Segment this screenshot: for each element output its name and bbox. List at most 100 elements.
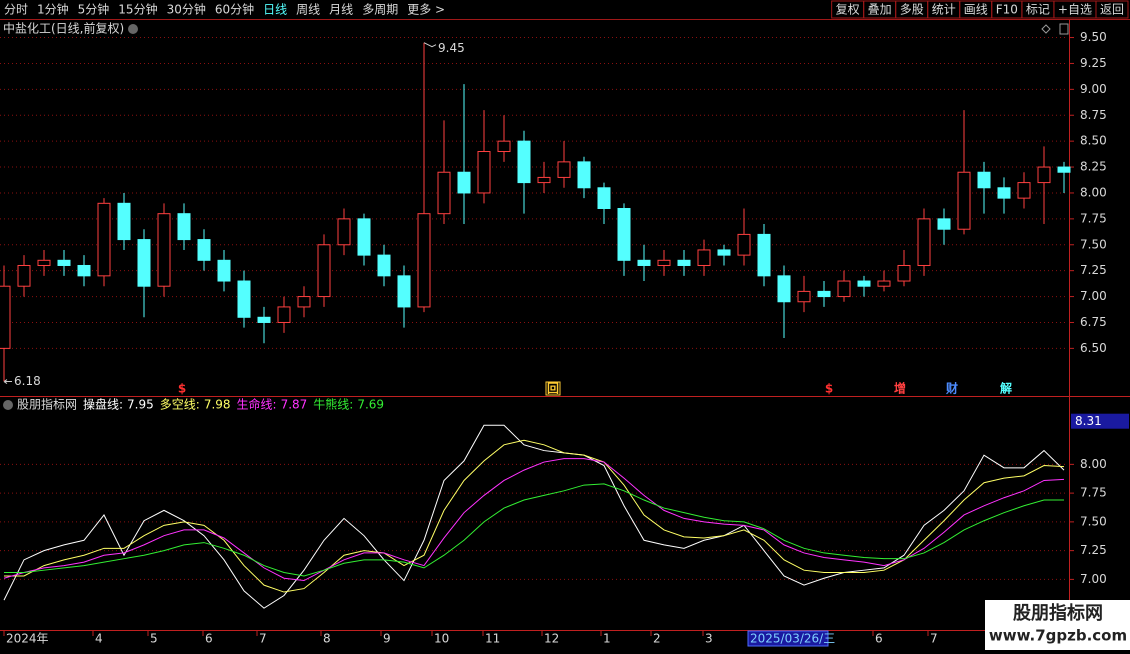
toolbar-button[interactable]: 多股 xyxy=(900,3,924,17)
event-marker[interactable]: $ xyxy=(178,382,186,396)
candle-body xyxy=(977,171,991,189)
y-tick-label: 7.25 xyxy=(1080,543,1107,557)
x-tick-label: 3 xyxy=(705,632,713,646)
low-pointer xyxy=(3,379,12,384)
toolbar-button[interactable]: F10 xyxy=(996,3,1018,17)
toolbar-tab[interactable]: 分时 xyxy=(4,3,28,17)
candle-body xyxy=(917,218,931,266)
toolbar-button[interactable]: 返回 xyxy=(1100,3,1124,17)
cursor-date: 2025/03/26/三 xyxy=(750,632,835,646)
x-tick-label: 8 xyxy=(323,632,331,646)
candle-body xyxy=(757,233,771,277)
legend-name: 多空线: xyxy=(160,398,200,412)
legend-name: 牛熊线: xyxy=(313,397,353,412)
event-box xyxy=(545,381,561,396)
y-tick-label: 7.25 xyxy=(1080,263,1107,277)
candle-body xyxy=(717,249,731,256)
legend-value: 7.95 xyxy=(127,398,154,412)
indicator-line xyxy=(3,458,1065,582)
toolbar-tab[interactable]: 日线 xyxy=(263,3,287,17)
x-tick-label: 11 xyxy=(485,632,500,646)
y-tick-label: 8.25 xyxy=(1080,160,1107,174)
toolbar-tab[interactable]: 5分钟 xyxy=(78,2,110,17)
cursor-value: 8.31 xyxy=(1075,414,1102,428)
dropdown-icon[interactable] xyxy=(128,24,138,34)
candle-body xyxy=(17,264,31,287)
x-tick-label: 7 xyxy=(259,632,267,646)
toolbar-tab[interactable]: 月线 xyxy=(329,3,353,17)
y-tick-label: 9.25 xyxy=(1080,56,1107,70)
candle-body xyxy=(897,264,911,282)
chart-title: 中盐化工(日线,前复权) xyxy=(3,21,124,36)
toolbar-button[interactable]: +自选 xyxy=(1058,3,1092,17)
y-tick-label: 7.00 xyxy=(1080,289,1107,303)
candle-body xyxy=(297,296,311,308)
candle-body xyxy=(397,275,411,308)
toolbar-tab[interactable]: 周线 xyxy=(296,3,320,17)
x-tick-label: 12 xyxy=(544,632,559,646)
toolbar-button[interactable]: 统计 xyxy=(932,3,956,17)
candle-body xyxy=(77,264,91,277)
candle-body xyxy=(1037,166,1051,184)
candle-body xyxy=(797,290,811,303)
panel-icon[interactable] xyxy=(1059,23,1069,35)
watermark-title: 股朋指标网 xyxy=(1012,602,1103,624)
event-marker[interactable]: $ xyxy=(825,382,833,396)
candle-body xyxy=(317,244,331,298)
y-tick-label: 8.00 xyxy=(1080,185,1107,199)
y-tick-label: 8.00 xyxy=(1080,457,1107,471)
toolbar-button[interactable]: 复权 xyxy=(836,3,860,17)
candle-body xyxy=(217,259,231,282)
toolbar-tab[interactable]: 60分钟 xyxy=(215,2,254,17)
watermark-url: www.7gpzb.com xyxy=(989,627,1127,645)
candle-body xyxy=(497,140,511,153)
candle-body xyxy=(0,285,11,349)
y-tick-label: 8.75 xyxy=(1080,108,1107,122)
high-label: 9.45 xyxy=(438,41,465,55)
y-tick-label: 7.50 xyxy=(1080,514,1107,528)
y-tick-label: 6.50 xyxy=(1080,341,1107,355)
x-tick-label: 6 xyxy=(205,632,213,646)
candle-body xyxy=(237,280,251,318)
y-tick-label: 7.75 xyxy=(1080,486,1107,500)
toolbar-button[interactable]: 叠加 xyxy=(868,3,892,17)
event-marker[interactable]: 解 xyxy=(1000,381,1012,396)
event-marker[interactable]: 回 xyxy=(547,382,559,396)
indicator-line xyxy=(4,483,1064,577)
candle-body xyxy=(117,202,131,241)
toolbar-tab[interactable]: 30分钟 xyxy=(167,2,206,17)
event-marker[interactable]: 增 xyxy=(894,381,906,396)
x-tick-label: 2024年 xyxy=(6,632,49,646)
toolbar-tab[interactable]: 15分钟 xyxy=(118,2,157,17)
candle-body xyxy=(657,259,671,266)
candle-body xyxy=(597,187,611,209)
candle-body xyxy=(457,171,471,194)
watermark-box xyxy=(985,600,1130,650)
y-tick-label: 8.50 xyxy=(1080,134,1107,148)
candle-body xyxy=(997,187,1011,199)
candle-body xyxy=(277,306,291,323)
candle-body xyxy=(857,280,871,287)
x-tick-label: 6 xyxy=(875,632,883,646)
candle-body xyxy=(437,171,451,215)
x-tick-label: 10 xyxy=(434,632,449,646)
toolbar-tab[interactable]: 1分钟 xyxy=(37,2,69,17)
high-pointer xyxy=(423,42,437,48)
candle-body xyxy=(157,213,171,287)
toolbar-button[interactable]: 画线 xyxy=(964,3,988,17)
toolbar-tab[interactable]: 更多 > xyxy=(407,3,445,17)
diamond-icon[interactable] xyxy=(1041,24,1051,34)
legend-name: 操盘线: xyxy=(83,397,123,412)
candle-body xyxy=(1057,166,1071,173)
dropdown-icon[interactable] xyxy=(3,400,13,410)
x-tick-label: 2 xyxy=(653,632,661,646)
toolbar-button[interactable]: 标记 xyxy=(1026,3,1050,17)
y-tick-label: 7.50 xyxy=(1080,237,1107,251)
candle-body xyxy=(837,280,851,298)
event-marker[interactable]: 财 xyxy=(945,381,958,396)
candle-body xyxy=(517,140,531,184)
legend-value: 7.87 xyxy=(281,398,308,412)
toolbar-tab[interactable]: 多周期 xyxy=(362,3,398,17)
cursor-date-box xyxy=(747,630,829,647)
